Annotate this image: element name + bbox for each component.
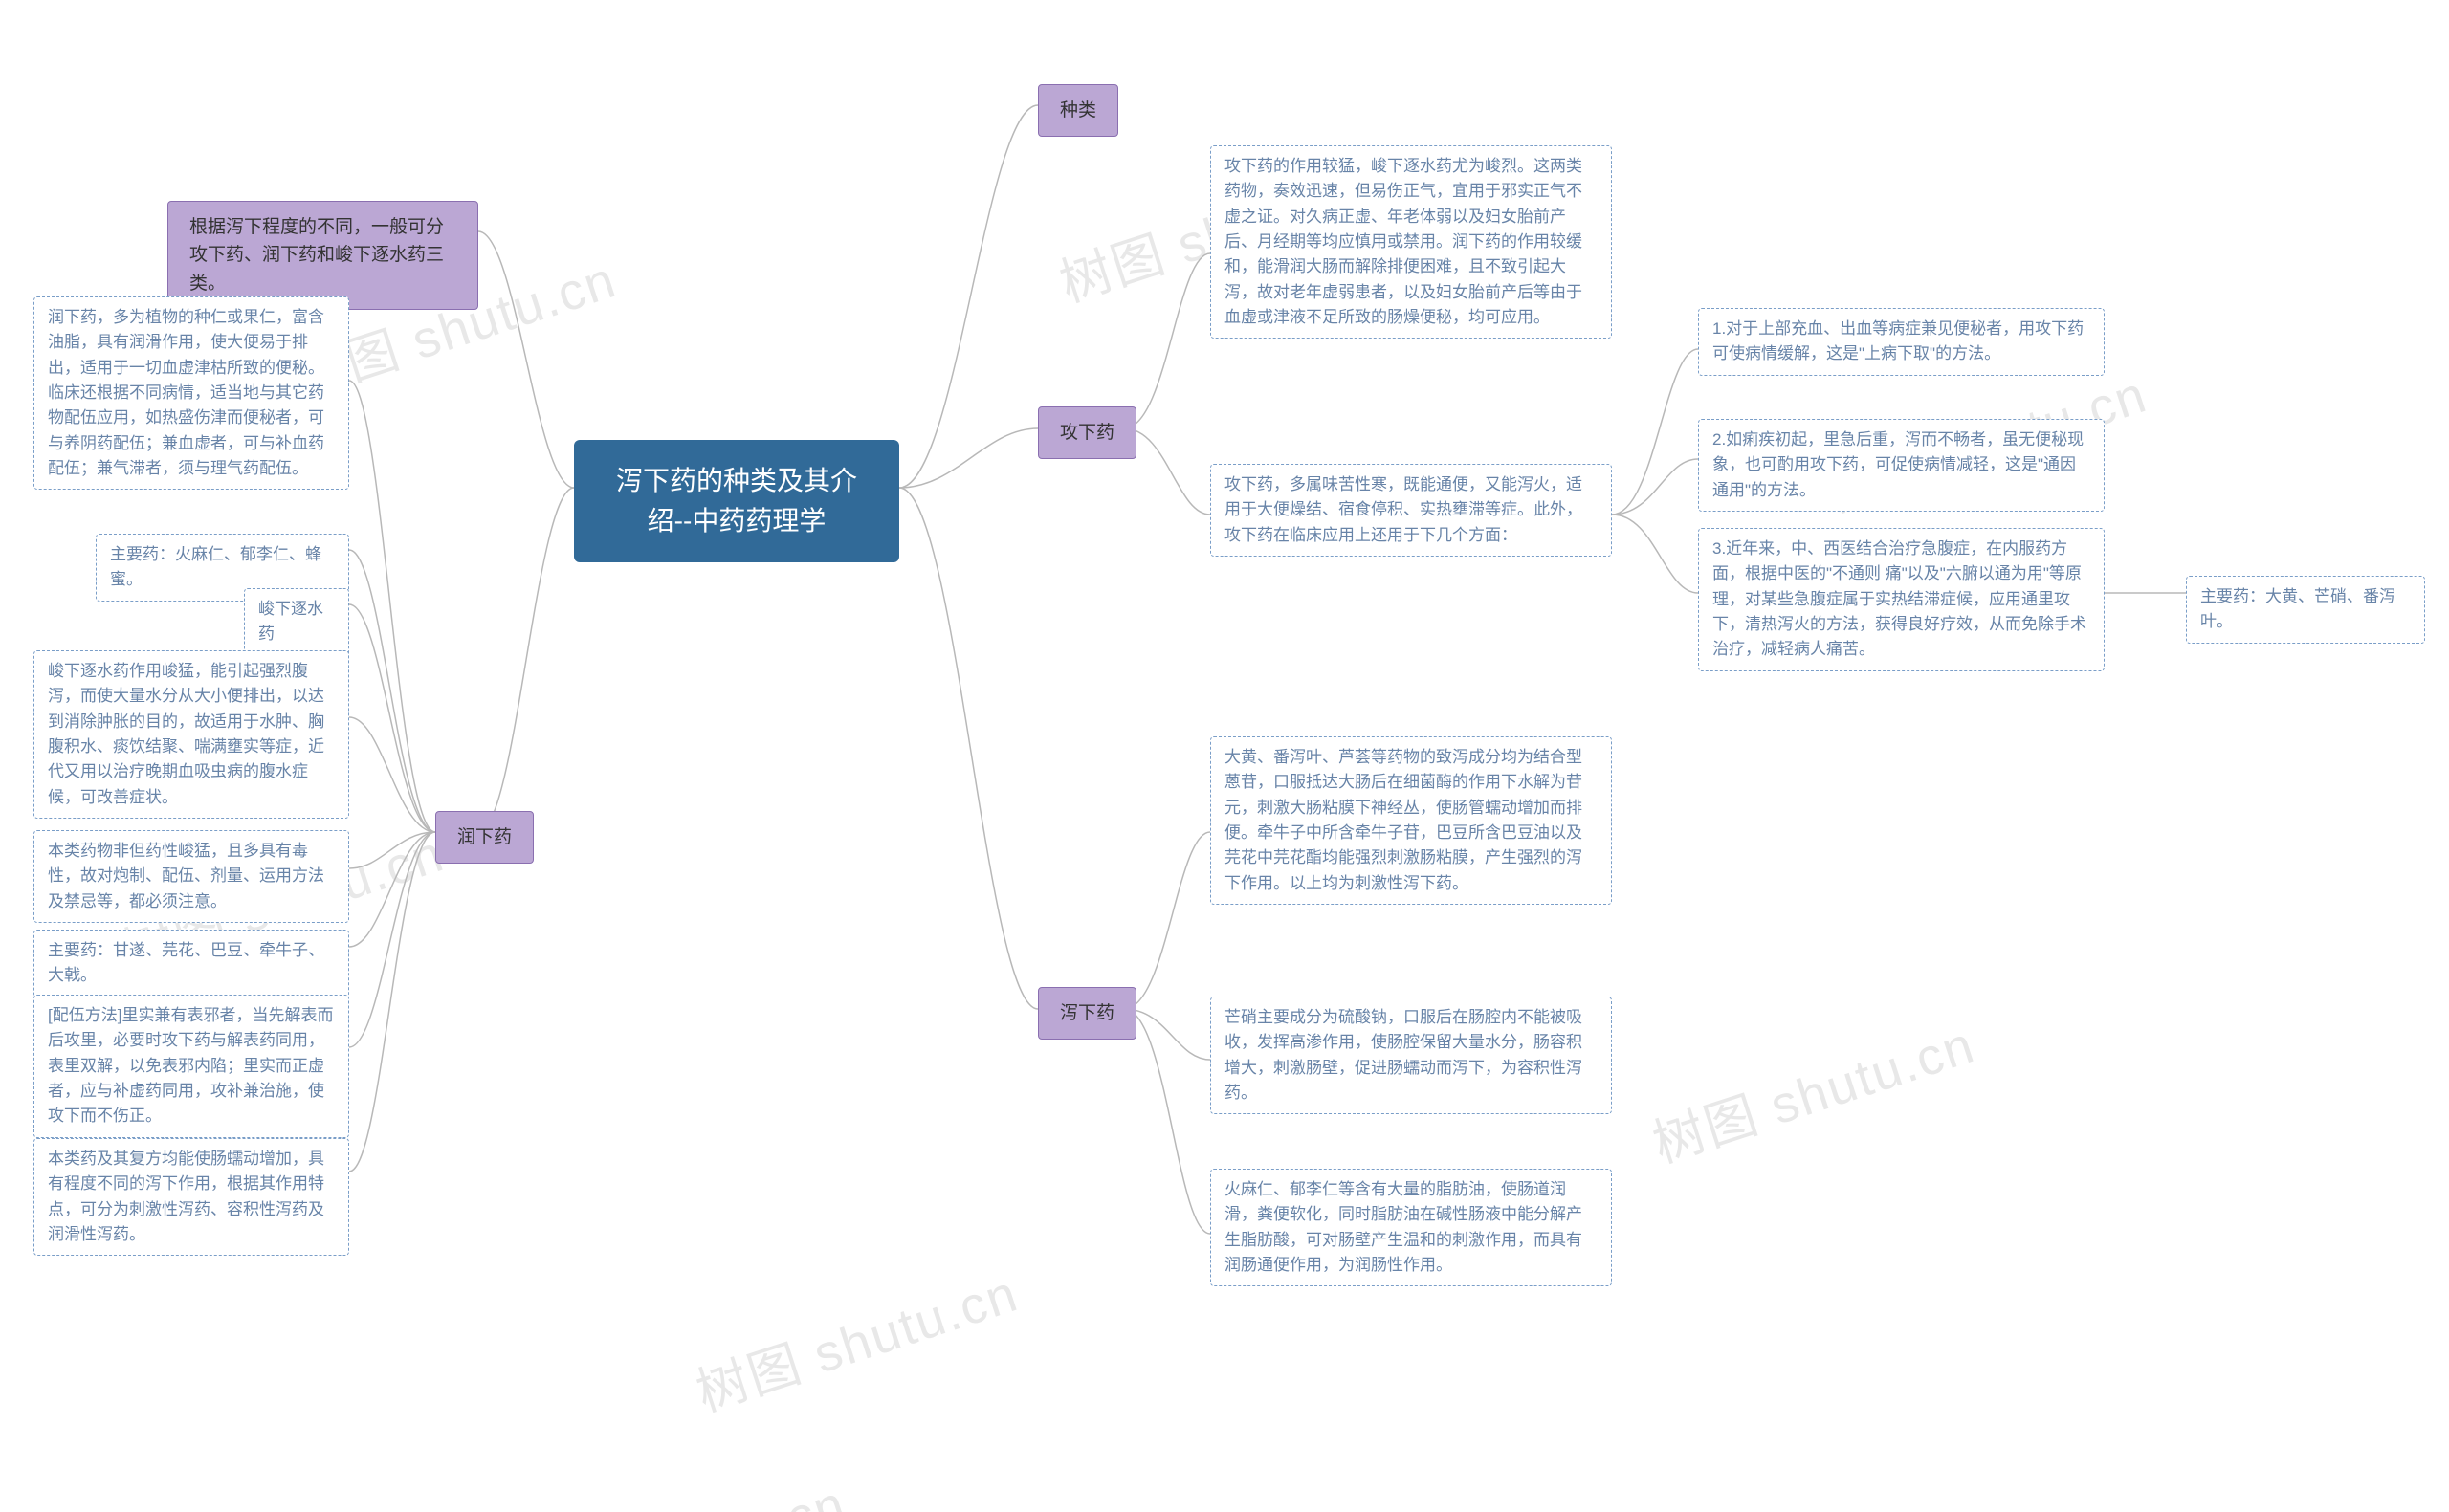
leaf-junxia-mainherbs: 主要药：甘遂、芫花、巴豆、牵牛子、大戟。: [33, 930, 349, 997]
branch-gongxia: 攻下药: [1038, 406, 1136, 459]
leaf-junxia-caution: 本类药物非但药性峻猛，且多具有毒性，故对炮制、配伍、剂量、运用方法及禁忌等，都必…: [33, 830, 349, 923]
leaf-classification: 本类药及其复方均能使肠蠕动增加，具有程度不同的泻下作用，根据其作用特点，可分为刺…: [33, 1138, 349, 1256]
leaf-xiexia-osmotic: 芒硝主要成分为硫酸钠，口服后在肠腔内不能被吸收，发挥高渗作用，使肠腔保留大量水分…: [1210, 997, 1612, 1114]
branch-kinds: 种类: [1038, 84, 1118, 137]
leaf-xiexia-stimulant: 大黄、番泻叶、芦荟等药物的致泻成分均为结合型蒽苷，口服抵达大肠后在细菌酶的作用下…: [1210, 736, 1612, 905]
leaf-xiexia-lubricant: 火麻仁、郁李仁等含有大量的脂肪油，使肠道润滑，粪便软化，同时脂肪油在碱性肠液中能…: [1210, 1169, 1612, 1286]
leaf-gongxia-sub1: 1.对于上部充血、出血等病症兼见便秘者，用攻下药可使病情缓解，这是"上病下取"的…: [1698, 308, 2105, 376]
branch-xiexia: 泻下药: [1038, 987, 1136, 1040]
leaf-runxia-desc: 润下药，多为植物的种仁或果仁，富含油脂，具有润滑作用，使大便易于排出，适用于一切…: [33, 296, 349, 490]
watermark: 树图 shutu.cn: [1642, 1002, 1982, 1177]
watermark: 树图 shutu.cn: [685, 1251, 1026, 1426]
leaf-gongxia-mainherbs: 主要药：大黄、芒硝、番泻叶。: [2186, 576, 2425, 644]
leaf-gongxia-overview: 攻下药的作用较猛，峻下逐水药尤为峻烈。这两类药物，奏效迅速，但易伤正气，宜用于邪…: [1210, 145, 1612, 339]
leaf-junxia-title: 峻下逐水药: [244, 588, 349, 656]
branch-intro: 根据泻下程度的不同，一般可分攻下药、润下药和峻下逐水药三类。: [167, 201, 478, 310]
branch-runxia: 润下药: [435, 811, 534, 864]
leaf-gongxia-sub3: 3.近年来，中、西医结合治疗急腹症，在内服药方面，根据中医的"不通则 痛"以及"…: [1698, 528, 2105, 671]
leaf-gongxia-sub2: 2.如痢疾初起，里急后重，泻而不畅者，虽无便秘现象，也可酌用攻下药，可促使病情减…: [1698, 419, 2105, 512]
leaf-gongxia-clinical: 攻下药，多属味苦性寒，既能通便，又能泻火，适用于大便燥结、宿食停积、实热壅滞等症…: [1210, 464, 1612, 557]
root-node: 泻下药的种类及其介绍--中药药理学: [574, 440, 899, 562]
watermark: 树图 shutu.cn: [513, 1461, 853, 1512]
leaf-junxia-desc: 峻下逐水药作用峻猛，能引起强烈腹泻，而使大量水分从大小便排出，以达到消除肿胀的目…: [33, 650, 349, 819]
leaf-peiwu-method: [配伍方法]里实兼有表邪者，当先解表而后攻里，必要时攻下药与解表药同用，表里双解…: [33, 995, 349, 1138]
